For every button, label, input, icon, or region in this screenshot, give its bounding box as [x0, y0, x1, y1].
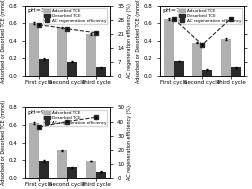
Bar: [231, 67, 241, 76]
Y-axis label: AC regeneration efficiency (%): AC regeneration efficiency (%): [127, 3, 132, 78]
Bar: [96, 172, 106, 178]
Bar: [96, 67, 106, 76]
Bar: [57, 150, 67, 178]
Text: pH=9: pH=9: [28, 110, 46, 115]
Text: pH=7: pH=7: [163, 8, 181, 13]
Bar: [164, 19, 174, 76]
Bar: [29, 123, 39, 178]
Y-axis label: AC regeneration efficiency (%): AC regeneration efficiency (%): [127, 105, 132, 180]
Legend: Adsorbed TCE, Desorbed TCE, AC regeneration efficiency: Adsorbed TCE, Desorbed TCE, AC regenerat…: [43, 8, 107, 24]
Bar: [202, 70, 212, 76]
Legend: Adsorbed TCE, Desorbed TCE, AC regeneration efficiency: Adsorbed TCE, Desorbed TCE, AC regenerat…: [178, 8, 242, 24]
Bar: [174, 61, 184, 76]
Bar: [39, 161, 49, 178]
Bar: [57, 28, 67, 76]
Bar: [192, 43, 202, 76]
Bar: [86, 161, 96, 178]
Text: pH=3: pH=3: [28, 8, 46, 13]
Legend: Adsorbed TCE, Desorbed TCE, AC regeneration efficiency: Adsorbed TCE, Desorbed TCE, AC regenerat…: [43, 110, 107, 126]
Bar: [86, 34, 96, 76]
Bar: [221, 39, 231, 76]
Y-axis label: Adsorbed or Desorbed TCE (mmol): Adsorbed or Desorbed TCE (mmol): [136, 0, 141, 83]
Bar: [29, 23, 39, 76]
Bar: [67, 167, 77, 178]
Bar: [67, 62, 77, 76]
Bar: [39, 59, 49, 76]
Y-axis label: Adsorbed or Desorbed TCE (mmol): Adsorbed or Desorbed TCE (mmol): [1, 100, 6, 185]
Y-axis label: Adsorbed or Desorbed TCE (mmol): Adsorbed or Desorbed TCE (mmol): [1, 0, 6, 83]
